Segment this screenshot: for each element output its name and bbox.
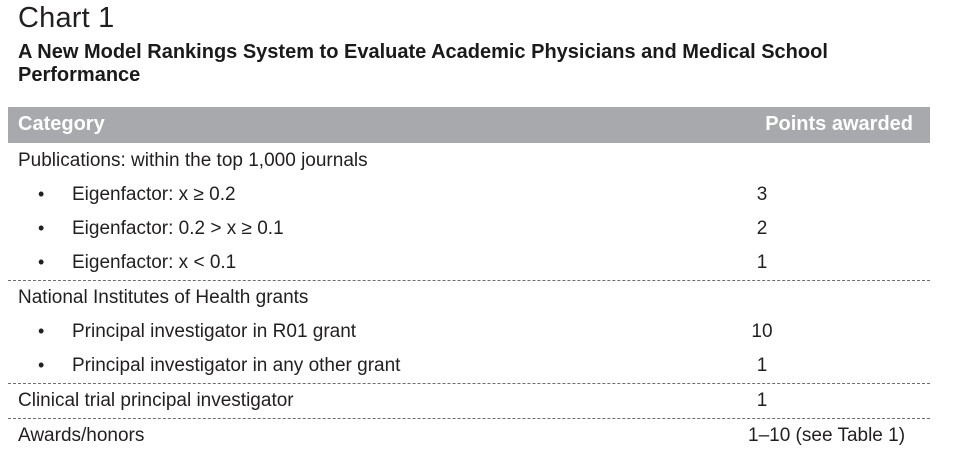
row-category: • Eigenfactor: x ≥ 0.2 [38,184,236,206]
bullet-icon: • [38,252,45,272]
row-category: Clinical trial principal investigator [18,390,294,411]
row-category: • Principal investigator in any other gra… [38,355,400,377]
row-label: Principal investigator in R01 grant [72,321,357,342]
table-row: • Principal investigator in any other gra… [8,349,930,383]
header-category: Category [18,113,105,135]
row-points: 10 [751,321,773,342]
row-points: 1 [756,355,768,376]
row-label: Eigenfactor: x ≥ 0.2 [72,184,236,205]
bullet-icon: • [38,321,45,341]
bullet-icon: • [38,355,45,375]
table-row: • Eigenfactor: x < 0.1 1 [8,246,930,280]
row-category: • Eigenfactor: x < 0.1 [38,252,236,274]
row-category: • Eigenfactor: 0.2 > x ≥ 0.1 [38,218,284,240]
row-points: 1 [756,390,768,411]
table-group-nih-grants: National Institutes of Health grants • Pr… [8,281,930,384]
row-label: Eigenfactor: x < 0.1 [72,252,237,273]
row-category: National Institutes of Health grants [18,287,309,308]
header-points-awarded: Points awarded [765,113,913,135]
table-header: Category Points awarded [8,107,930,143]
table-group-clinical-trial: Clinical trial principal investigator 1 [8,384,930,419]
table-row: • Eigenfactor: x ≥ 0.2 3 [8,178,930,212]
table-row: Awards/honors 1–10 (see Table 1) [8,419,930,453]
table-row: Clinical trial principal investigator 1 [8,384,930,418]
table-row: National Institutes of Health grants [8,281,930,315]
row-category: • Principal investigator in R01 grant [38,321,356,343]
table-group-awards: Awards/honors 1–10 (see Table 1) [8,419,930,453]
rankings-table: Category Points awarded Publications: wi… [8,107,930,453]
row-points: 2 [756,218,768,239]
table-group-publications: Publications: within the top 1,000 journ… [8,143,930,281]
table-row: • Principal investigator in R01 grant 10 [8,315,930,349]
row-category: Publications: within the top 1,000 journ… [18,150,368,171]
row-category: Awards/honors [18,425,145,446]
chart-title: A New Model Rankings System to Evaluate … [18,41,828,86]
bullet-icon: • [38,218,45,238]
row-label: Principal investigator in any other gran… [72,355,401,376]
row-points: 1 [756,252,768,273]
row-points: 3 [756,184,768,205]
table-row: • Eigenfactor: 0.2 > x ≥ 0.1 2 [8,212,930,246]
bullet-icon: • [38,184,45,204]
row-label: Eigenfactor: 0.2 > x ≥ 0.1 [72,218,284,239]
chart-label: Chart 1 [18,2,115,34]
row-points: 1–10 (see Table 1) [748,425,906,446]
table-row: Publications: within the top 1,000 journ… [8,144,930,178]
